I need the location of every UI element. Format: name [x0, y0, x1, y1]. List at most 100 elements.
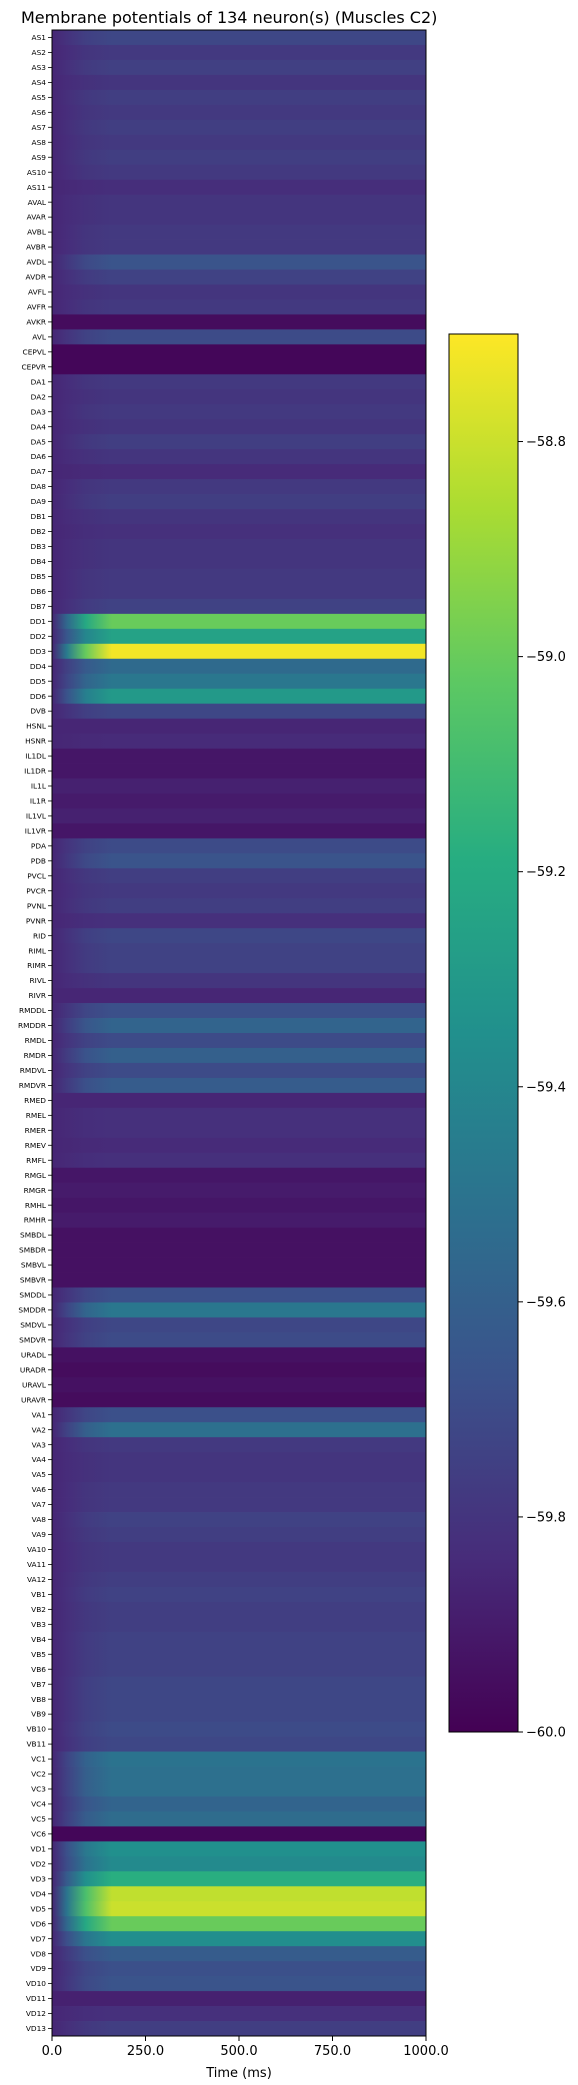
heatmap-row [52, 1018, 426, 1033]
heatmap-row [52, 1093, 426, 1108]
colorbar-tick-label: −58.8 [526, 435, 566, 450]
y-tick-label: RID [33, 931, 46, 940]
heatmap-row [52, 1482, 426, 1497]
y-tick-label: VA5 [32, 1470, 47, 1479]
y-tick-label: AS8 [32, 138, 47, 147]
heatmap-row [52, 1228, 426, 1243]
y-tick-label: URADR [20, 1365, 46, 1374]
y-tick-label: DD6 [30, 692, 46, 701]
x-axis-label: Time (ms) [205, 2066, 272, 2081]
colorbar-tick-label: −59.0 [526, 650, 566, 665]
y-tick-label: VD2 [31, 1859, 46, 1868]
heatmap-row [52, 509, 426, 524]
y-tick-label: AS7 [32, 123, 47, 132]
heatmap-row [52, 1767, 426, 1782]
heatmap-row [52, 1377, 426, 1392]
heatmap-row [52, 928, 426, 943]
heatmap-row [52, 1856, 426, 1871]
heatmap-row [52, 359, 426, 374]
y-tick-label: AS1 [32, 33, 47, 42]
heatmap-row [52, 629, 426, 644]
y-tick-label: IL1VL [26, 812, 47, 821]
heatmap-row [52, 329, 426, 344]
colorbar-axis: −60.0−59.8−59.6−59.4−59.2−59.0−58.8 [518, 435, 566, 1740]
y-tick-label: AS2 [32, 48, 46, 57]
y-tick-label: AS10 [27, 168, 46, 177]
y-tick-label: DB2 [31, 527, 46, 536]
y-tick-label: VB10 [26, 1725, 46, 1734]
heatmap-row [52, 210, 426, 225]
y-tick-label: VC2 [31, 1770, 46, 1779]
y-tick-label: VD9 [31, 1964, 47, 1973]
y-tick-label: RMDDR [18, 1021, 46, 1030]
heatmap-row [52, 1497, 426, 1512]
y-tick-label: AVAR [27, 213, 46, 222]
heatmap-row [52, 105, 426, 120]
heatmap-row [52, 2006, 426, 2021]
y-tick-label: VC5 [31, 1815, 46, 1824]
heatmap-row [52, 823, 426, 838]
y-tick-label: VB4 [31, 1635, 46, 1644]
heatmap-row [52, 1287, 426, 1302]
y-tick-label: AS11 [27, 183, 46, 192]
heatmap-row [52, 270, 426, 285]
y-tick-label: AVKR [26, 318, 46, 327]
heatmap-row [52, 314, 426, 329]
heatmap-row [52, 150, 426, 165]
colorbar-tick-label: −59.4 [526, 1080, 566, 1095]
x-tick-label: 0.0 [42, 2044, 63, 2059]
heatmap-row [52, 374, 426, 389]
heatmap-row [52, 1317, 426, 1332]
y-tick-label: IL1L [31, 782, 47, 791]
heatmap-row [52, 1332, 426, 1347]
heatmap-row [52, 344, 426, 359]
heatmap-row [52, 1796, 426, 1811]
y-tick-label: RIVL [30, 976, 47, 985]
x-tick-label: 750.0 [314, 2044, 351, 2059]
heatmap-row [52, 1841, 426, 1856]
y-tick-label: AS3 [32, 63, 47, 72]
y-tick-label: VB1 [31, 1590, 46, 1599]
heatmap-row [52, 719, 426, 734]
colorbar [449, 334, 518, 1732]
heatmap-row [52, 135, 426, 150]
heatmap-row [52, 240, 426, 255]
y-tick-label: DB1 [31, 512, 47, 521]
heatmap-row [52, 1033, 426, 1048]
y-tick-label: RMDL [25, 1036, 47, 1045]
heatmap-row [52, 1168, 426, 1183]
y-tick-label: DB6 [31, 587, 47, 596]
heatmap-row [52, 1542, 426, 1557]
chart-title: Membrane potentials of 134 neuron(s) (Mu… [21, 8, 437, 27]
y-tick-label: AS4 [32, 78, 47, 87]
heatmap-row [52, 1243, 426, 1258]
heatmap-row [52, 90, 426, 105]
y-tick-label: RMHL [25, 1201, 47, 1210]
y-tick-label: DD4 [30, 662, 46, 671]
y-tick-label: PDA [31, 841, 46, 850]
y-tick-label: VC6 [31, 1830, 46, 1839]
y-tick-label: DA4 [31, 422, 47, 431]
heatmap-row [52, 554, 426, 569]
heatmap-row [52, 1422, 426, 1437]
y-tick-label: AS5 [32, 93, 47, 102]
heatmap-row [52, 1782, 426, 1797]
y-tick-label: SMBVL [21, 1261, 47, 1270]
heatmap-row [52, 1048, 426, 1063]
heatmap-row [52, 808, 426, 823]
y-tick-label: SMDDL [19, 1291, 46, 1300]
y-tick-label: VB8 [31, 1695, 46, 1704]
heatmap-row [52, 988, 426, 1003]
heatmap-row [52, 419, 426, 434]
heatmap-row [52, 1392, 426, 1407]
y-tick-label: DD3 [30, 647, 46, 656]
heatmap-row [52, 1572, 426, 1587]
heatmap-row [52, 539, 426, 554]
heatmap-row [52, 1452, 426, 1467]
y-tick-label: AVDL [27, 258, 47, 267]
y-tick-label: DD2 [30, 632, 46, 641]
y-tick-label: VA11 [27, 1560, 46, 1569]
y-tick-label: AVFL [28, 288, 47, 297]
y-tick-label: VD5 [31, 1904, 47, 1913]
y-tick-label: VB9 [31, 1710, 46, 1719]
